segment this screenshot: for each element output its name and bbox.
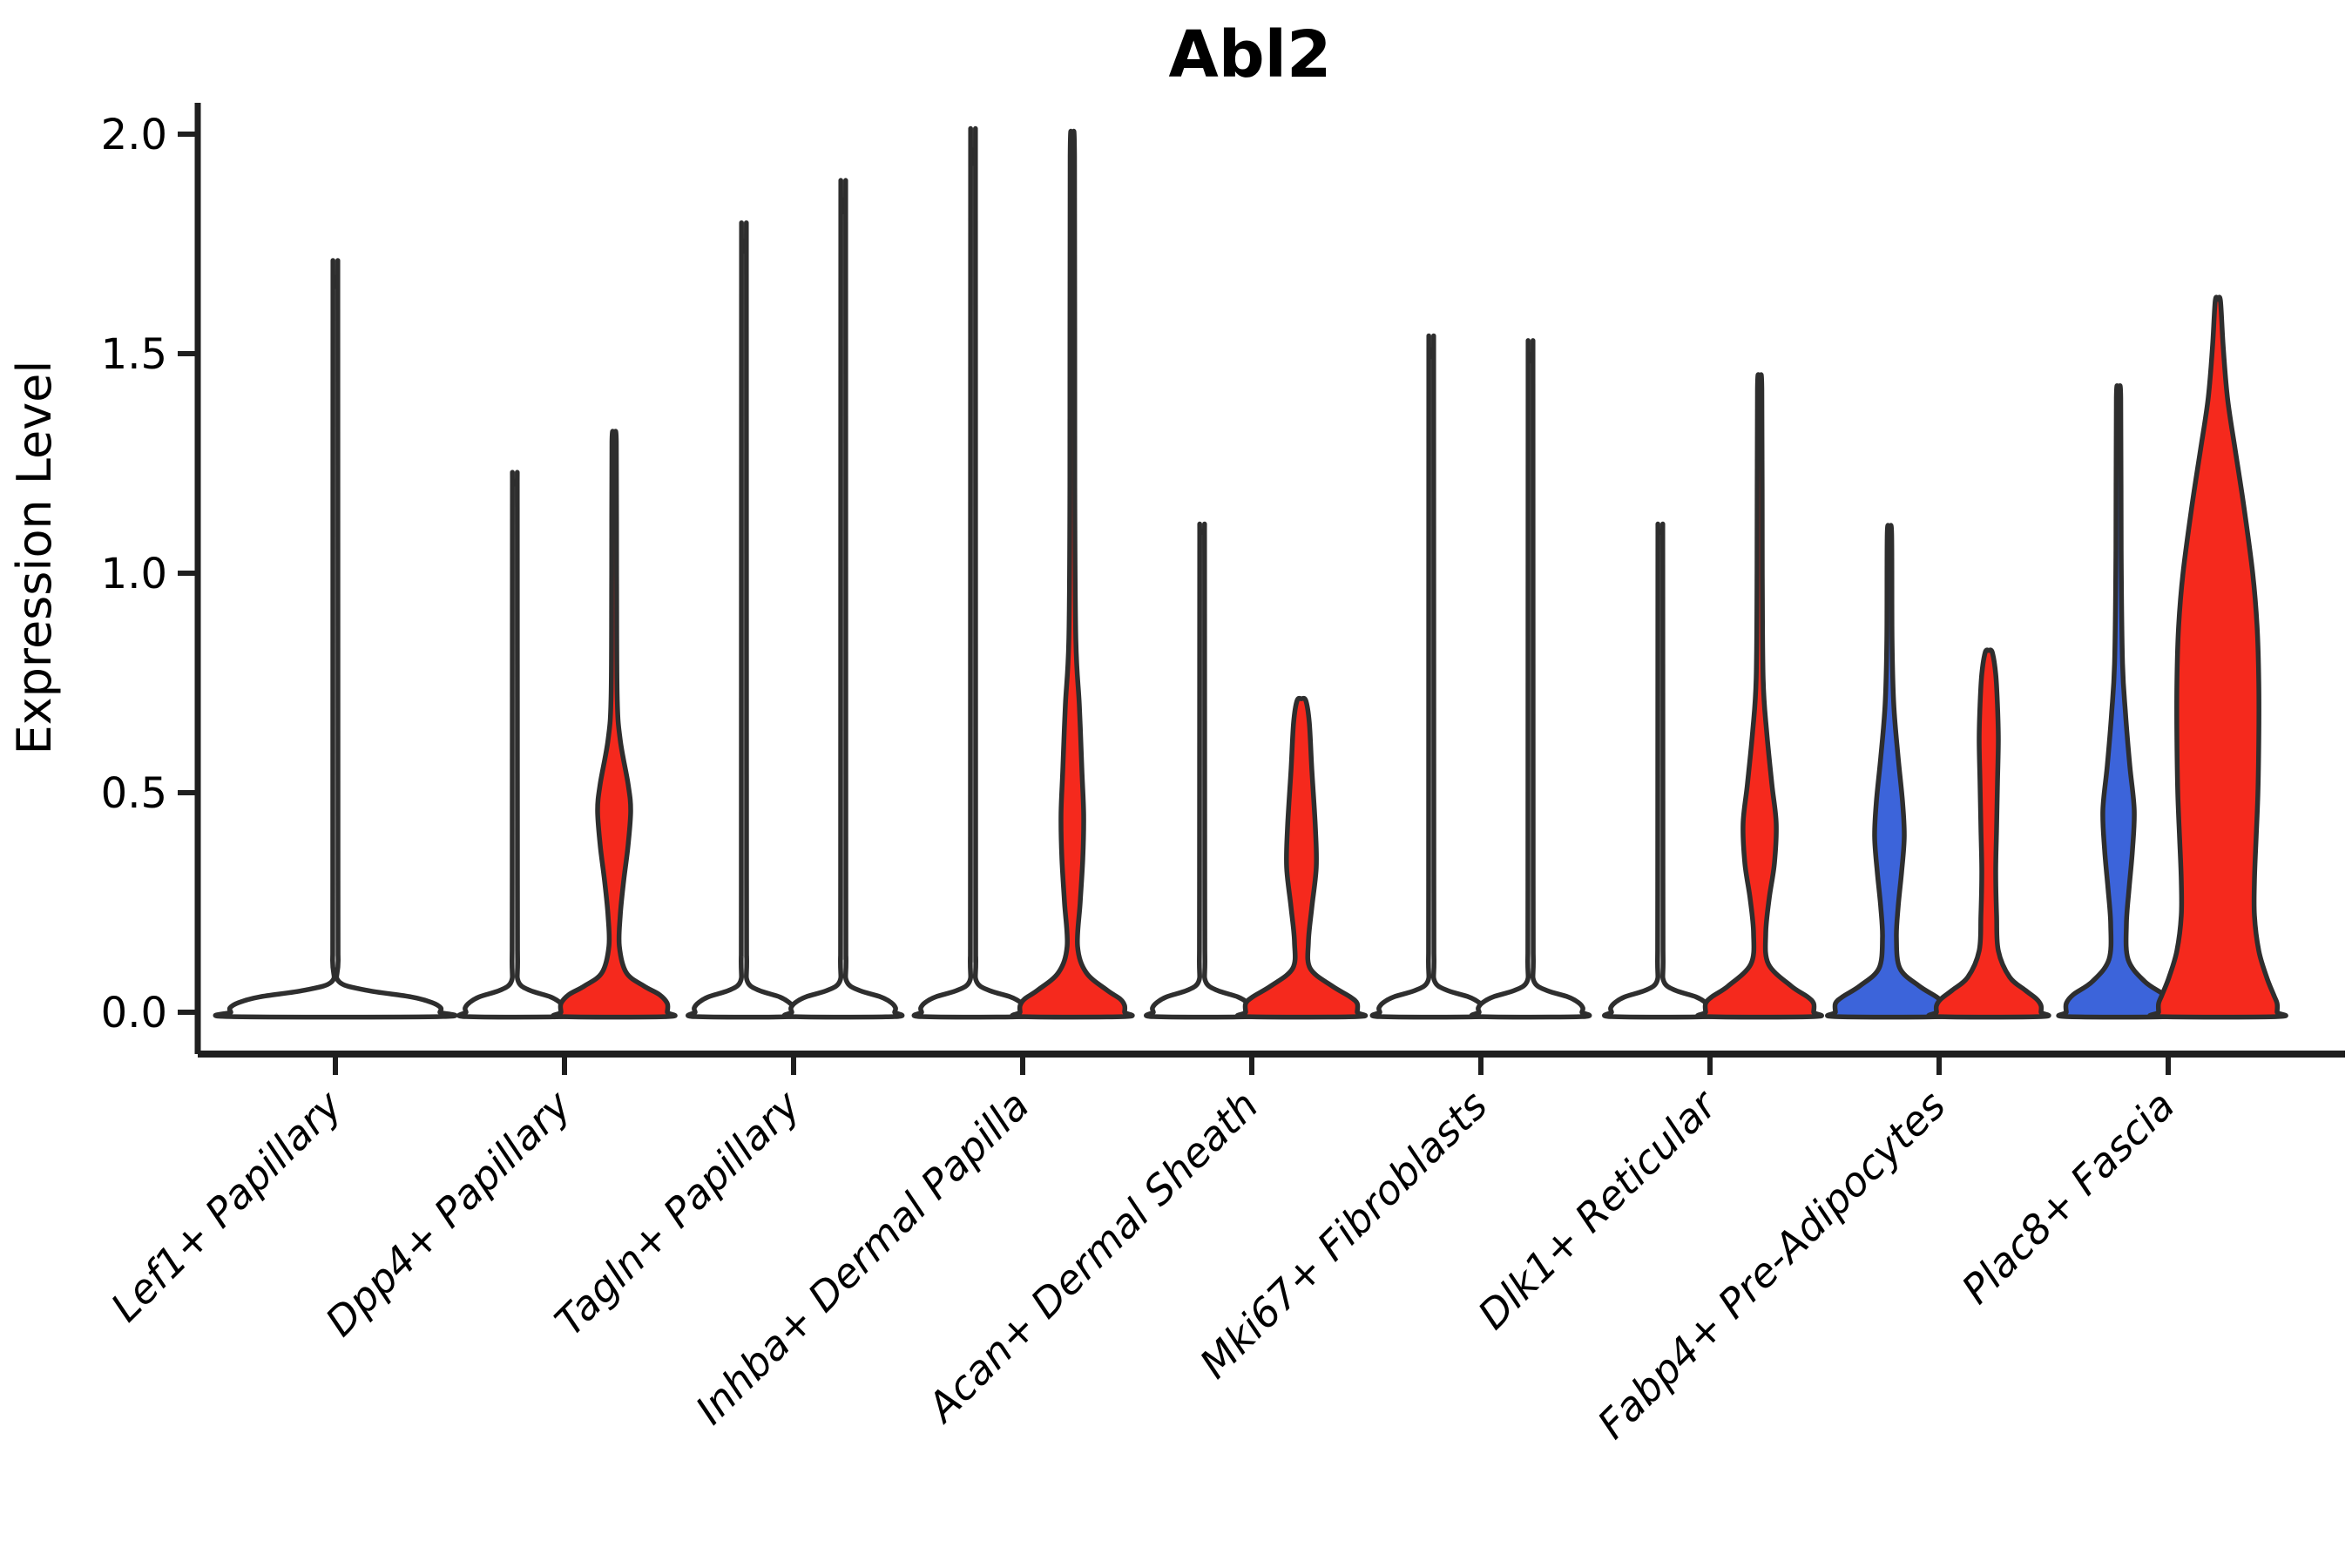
violin-fabp4-pre-adipocytes-right [1926, 647, 2051, 1020]
violin-inhba-dermal-papilla-right [1010, 128, 1135, 1020]
x-tick-label: Dpp4+ Papillary [316, 1081, 580, 1345]
y-tick-label: 0.5 [101, 769, 167, 818]
violin-dlk1-reticular-left [1602, 521, 1719, 1020]
violin-mki67-fibroblasts-left [1369, 334, 1493, 1020]
violin-tagln-papillary-left [686, 220, 802, 1020]
y-tick-label: 1.0 [101, 550, 167, 598]
violin-tagln-papillary-right [781, 178, 905, 1020]
violin-mki67-fibroblasts-right [1469, 338, 1592, 1020]
violin-dpp4-papillary-right [551, 429, 678, 1020]
violin-acan-dermal-sheath-right [1234, 695, 1369, 1020]
y-tick-label: 1.5 [101, 330, 167, 379]
violin-dpp4-papillary-left [456, 470, 573, 1020]
y-tick-label: 2.0 [101, 111, 167, 159]
x-tick-label: Lef1+ Papillary [102, 1081, 351, 1330]
y-tick-label: 0.0 [101, 989, 167, 1037]
x-tick-label: Dlk1+ Reticular [1469, 1079, 1727, 1338]
violin-acan-dermal-sheath-left [1144, 521, 1260, 1020]
violin-inhba-dermal-papilla-left [911, 125, 1035, 1020]
violin-plac8-fascia-left [2056, 383, 2181, 1020]
violin-plac8-fascia-right [2147, 294, 2288, 1020]
violin-lef1-papillary-single [213, 258, 458, 1020]
violin-dlk1-reticular-right [1695, 372, 1824, 1020]
x-tick-label: Plac8+ Fascia [1952, 1082, 2183, 1313]
violins [213, 125, 2288, 1020]
x-tick-label: Tagln+ Papillary [545, 1081, 809, 1345]
chart-title: Abl2 [1168, 17, 1331, 92]
violin-fabp4-pre-adipocytes-left [1825, 523, 1954, 1020]
y-axis-title: Expression Level [7, 361, 62, 755]
